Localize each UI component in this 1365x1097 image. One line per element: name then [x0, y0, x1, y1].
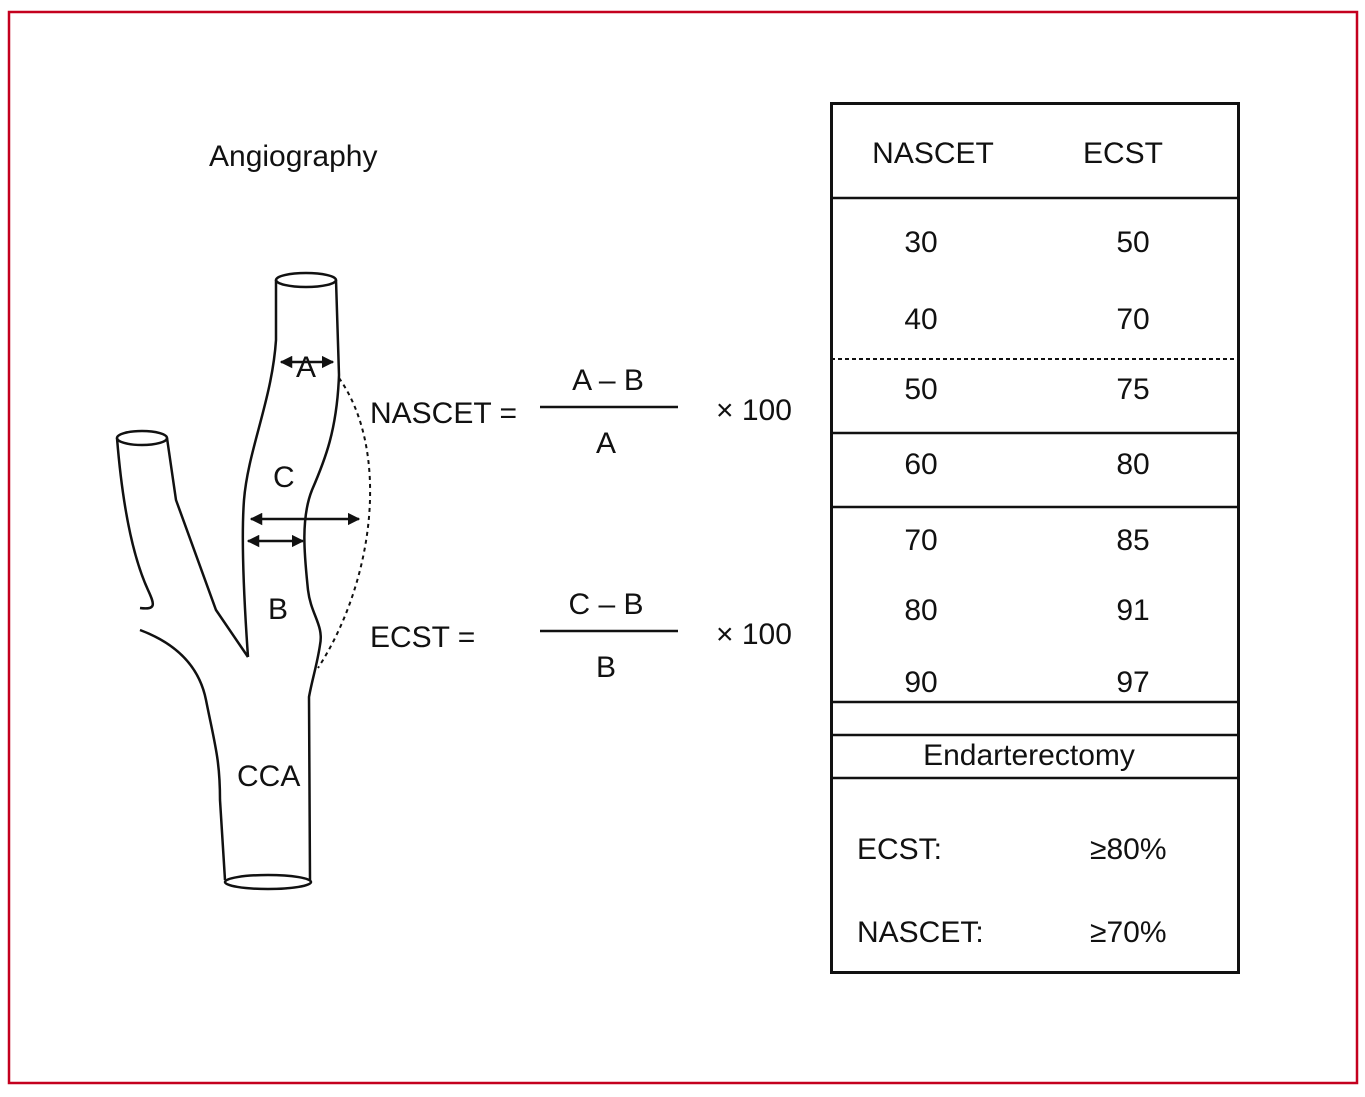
- label-c: C: [273, 461, 295, 494]
- ecst-formula: ECST = C – B B × 100: [370, 588, 792, 684]
- cell-ecst: 85: [1116, 524, 1149, 557]
- header-nascet: NASCET: [872, 137, 994, 170]
- frame-border: [7, 10, 1359, 1085]
- nascet-denominator: A: [596, 427, 616, 460]
- cell-nascet: 90: [904, 666, 937, 699]
- eca-right-wall: [165, 437, 250, 658]
- normal-lumen-dotted-outline: [317, 377, 371, 669]
- nascet-numerator: A – B: [572, 364, 644, 397]
- ecst-multiplier: × 100: [716, 618, 792, 651]
- endarterectomy-title: Endarterectomy: [923, 739, 1135, 772]
- cell-nascet: 50: [904, 373, 937, 406]
- cell-ecst: 91: [1116, 594, 1149, 627]
- ecst-denominator: B: [596, 651, 616, 684]
- header-ecst: ECST: [1083, 137, 1163, 170]
- conversion-table: NASCET ECST 30 50 40 70 50 75 60 80 70 8…: [830, 102, 1240, 974]
- carotid-vessel-drawing: [115, 271, 371, 891]
- threshold-label: ECST:: [857, 833, 942, 866]
- ica-opening: [274, 271, 338, 289]
- ica-left-wall: [241, 280, 278, 658]
- ecst-formula-label: ECST =: [370, 621, 475, 654]
- threshold-value: ≥70%: [1090, 916, 1167, 949]
- label-b: B: [268, 593, 288, 626]
- cell-ecst: 50: [1116, 226, 1149, 259]
- threshold-label: NASCET:: [857, 916, 984, 949]
- cell-ecst: 75: [1116, 373, 1149, 406]
- nascet-formula-label: NASCET =: [370, 397, 517, 430]
- table-border: [830, 102, 1240, 974]
- nascet-multiplier: × 100: [716, 394, 792, 427]
- cell-ecst: 97: [1116, 666, 1149, 699]
- label-cca: CCA: [237, 760, 300, 793]
- ica-right-wall: [303, 279, 341, 881]
- threshold-value: ≥80%: [1090, 833, 1167, 866]
- cell-nascet: 80: [904, 594, 937, 627]
- cell-ecst: 70: [1116, 303, 1149, 336]
- cca-left-wall: [139, 628, 227, 881]
- cell-nascet: 30: [904, 226, 937, 259]
- eca-opening: [115, 429, 169, 447]
- nascet-formula: NASCET = A – B A × 100: [370, 364, 792, 460]
- cell-nascet: 40: [904, 303, 937, 336]
- cell-ecst: 80: [1116, 448, 1149, 481]
- diagram-title: Angiography: [209, 140, 377, 173]
- label-a: A: [296, 351, 316, 384]
- cell-nascet: 70: [904, 524, 937, 557]
- ecst-numerator: C – B: [568, 588, 643, 621]
- cell-nascet: 60: [904, 448, 937, 481]
- cca-opening: [223, 873, 313, 891]
- eca-left-wall: [115, 437, 155, 610]
